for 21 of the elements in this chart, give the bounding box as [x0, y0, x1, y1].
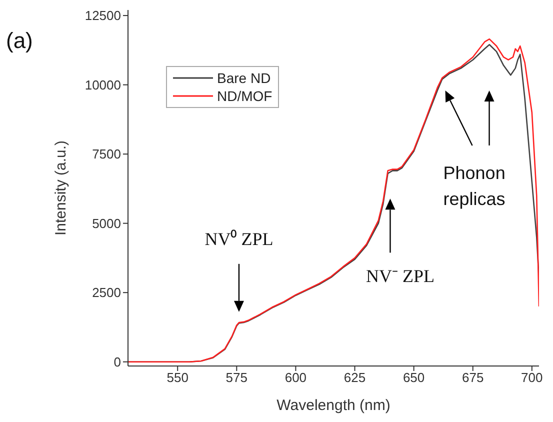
- legend-label: Bare ND: [217, 69, 271, 87]
- x-tick-label: 700: [521, 370, 543, 386]
- text: (a): [6, 28, 33, 54]
- y-tick-label: 12500: [84, 8, 121, 24]
- x-axis-title: Wavelength (nm): [276, 397, 390, 414]
- x-tick-label: 575: [226, 370, 248, 386]
- annotation: NV⁻ ZPL: [364, 264, 436, 288]
- x-tick-label: 675: [462, 370, 484, 386]
- y-tick-label: 5000: [92, 216, 121, 231]
- legend-label: ND/MOF: [217, 87, 272, 105]
- x-tick-label: 550: [166, 370, 188, 386]
- annotation: Phonon replicas: [443, 162, 506, 212]
- y-axis-title: Intensity (a.u.): [52, 140, 70, 236]
- y-tick-label: 2500: [92, 285, 121, 300]
- y-tick-label: 0: [114, 354, 121, 370]
- y-tick-label: 7500: [92, 146, 121, 162]
- y-tick-label: 10000: [84, 77, 121, 92]
- x-tick-label: 650: [402, 370, 425, 386]
- x-tick-label: 625: [344, 370, 366, 386]
- x-tick-label: 600: [284, 370, 307, 386]
- annotation: NV⁰ ZPL: [204, 228, 274, 251]
